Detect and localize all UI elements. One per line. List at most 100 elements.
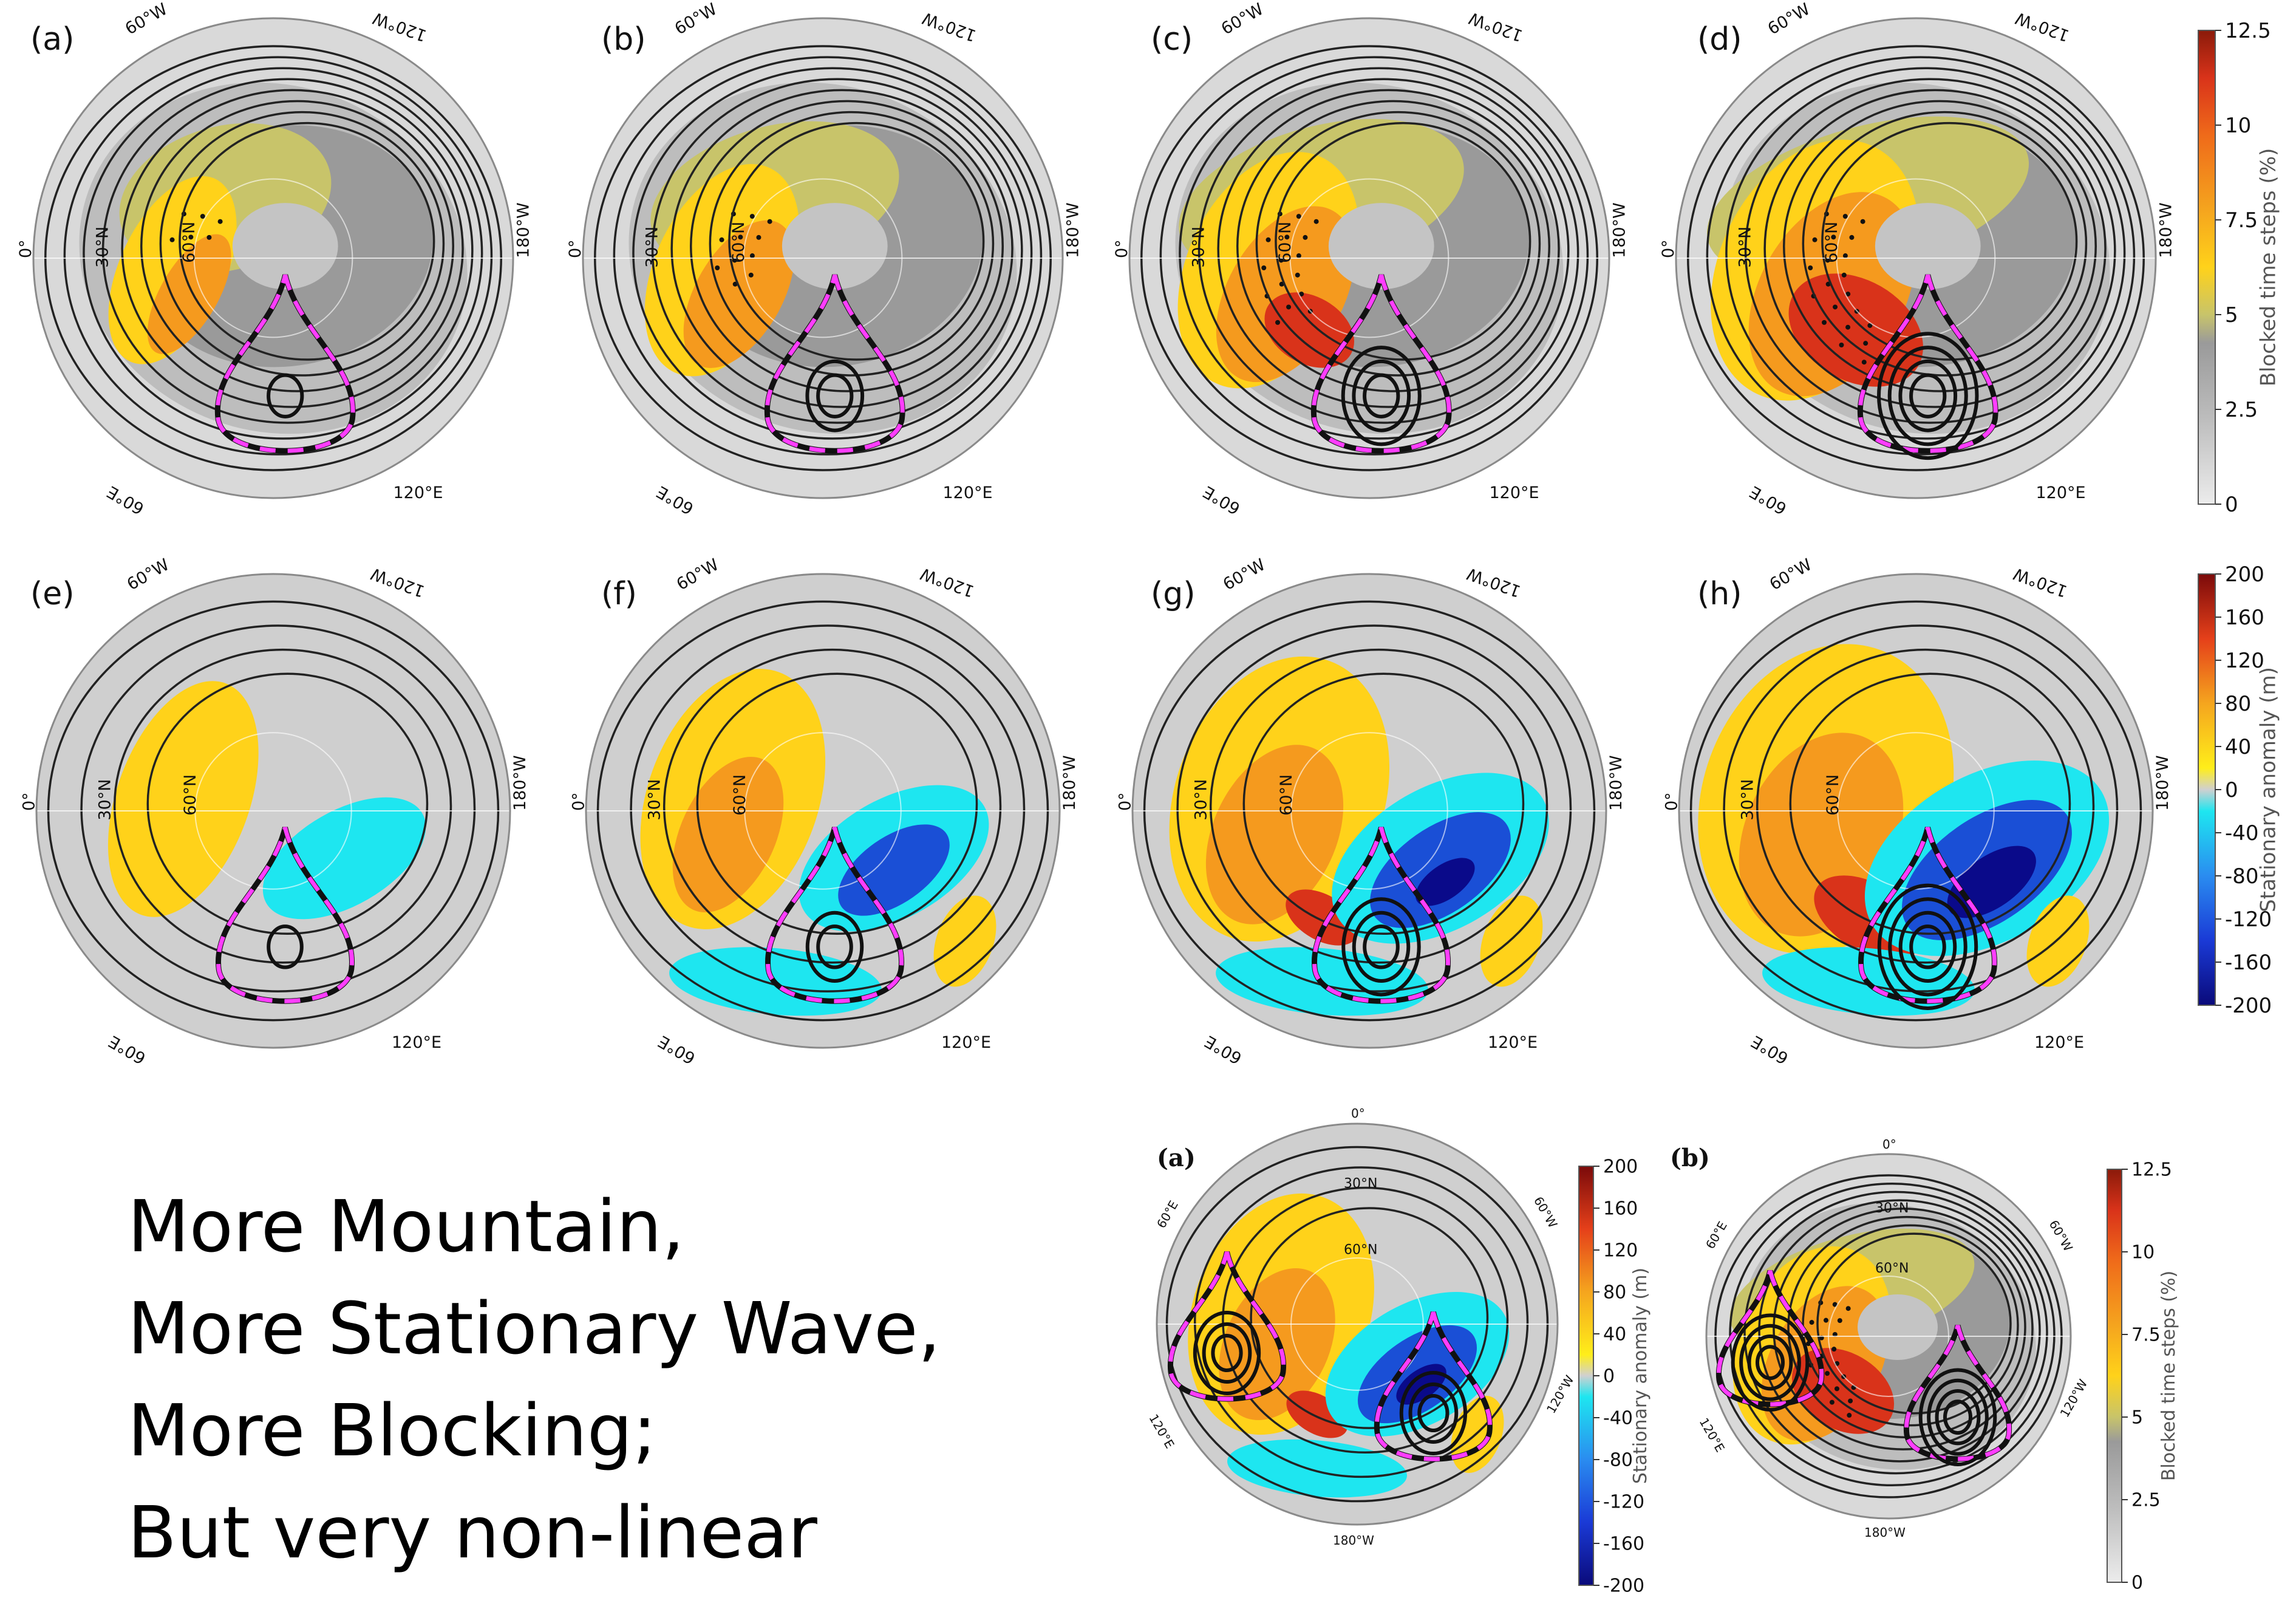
colorbar-blocking-tick-label: 5	[2225, 303, 2238, 327]
contour-line	[1816, 1232, 2012, 1415]
inset-colorbar-blocking-tick-label: 12.5	[2131, 1160, 2172, 1181]
contour-line	[696, 672, 978, 935]
label-lat-30n: 30°N	[1875, 1201, 1909, 1216]
label-lat-30n: 30°N	[643, 227, 662, 268]
inset-colorbar-stationary: -200 -160 -120 -80 -40 0 40 80 120 160 200 Stationa…	[1578, 1156, 1651, 1597]
colorbar-blocking-tick-label: 7.5	[2225, 208, 2258, 233]
mountain-ring-1	[1935, 1389, 1981, 1446]
contour-line	[1209, 648, 1548, 964]
inset-colorbar-stationary-tick-label: 160	[1603, 1198, 1638, 1220]
map-block-1: 60°W 120°W 0° 180°W 120°E 60°E 30°N 60°N	[566, 0, 1082, 518]
panel-label-(d): (d)	[1697, 21, 1742, 58]
contour-line	[80, 624, 476, 992]
colorbar-blocking: 0 2.5 5 7.5 10 12.5 Blocked time steps (%)	[2198, 19, 2281, 517]
contour-line	[1723, 624, 2119, 992]
label-lon-60e: 60°E	[1200, 482, 1244, 518]
mountain-ring-0	[1211, 1334, 1243, 1373]
inset-colorbar-blocking-bar	[2107, 1169, 2122, 1583]
mountain-ring-0	[816, 924, 853, 969]
label-lon-120e: 120°E	[1488, 1033, 1538, 1052]
label-lon-60w: 60°W	[1218, 0, 1267, 39]
graticule-circle	[194, 732, 352, 890]
label-lat-60n: 60°N	[181, 774, 200, 816]
label-lon-120w: 120°W	[1465, 564, 1524, 601]
colorbar-blocking-tick-label: 12.5	[2225, 19, 2271, 43]
field-positive	[107, 681, 259, 917]
map-stat-2: 60°W 120°W 0° 180°W 120°E 60°E 30°N 60°N	[1116, 555, 1626, 1067]
stipple-dot	[188, 234, 194, 240]
inset-colorbar-blocking-tick-label: 10	[2131, 1242, 2155, 1263]
contour-line	[651, 78, 1023, 424]
stipple-dot	[1832, 1331, 1838, 1337]
colorbar-blocking-tick-label: 0	[2225, 493, 2238, 517]
contour-line	[1255, 111, 1541, 377]
inset-colorbar-blocking-tick-label: 5	[2131, 1407, 2143, 1429]
mountain-ring-0	[1731, 1313, 1810, 1412]
map-fields	[33, 45, 513, 471]
stipple-dot	[1845, 1306, 1851, 1311]
mountain-ring-1	[1943, 1399, 1972, 1435]
label-lon-60e: 60°E	[653, 482, 697, 518]
stipple-dot	[1842, 214, 1848, 219]
stipple-dot	[217, 219, 223, 224]
contour-line	[663, 648, 1002, 964]
field-pole	[782, 203, 888, 290]
contour-line	[1159, 56, 1589, 456]
mountain-ring-0	[1341, 897, 1421, 997]
label-lat-30n: 30°N	[1190, 227, 1208, 268]
stipple-dot	[767, 219, 772, 224]
mountain-ring-0	[267, 373, 304, 418]
stipple-dot	[1296, 253, 1301, 259]
contour-line	[1250, 1207, 1489, 1429]
label-lon-180w: 180°W	[1064, 202, 1083, 258]
contour-line	[630, 624, 1026, 992]
stipple-dot	[169, 237, 175, 242]
field-pole	[1858, 1294, 1938, 1360]
mountain-ring-1	[1417, 1394, 1449, 1433]
map-panels: 60°W 120°W 0° 180°W 120°E 60°E 30°N 60°N 60°W 120…	[16, 0, 2175, 1548]
label-lon-120e: 120°E	[393, 483, 443, 502]
stipple-dot	[749, 214, 755, 219]
label-lon-120w: 120°W	[920, 8, 979, 45]
colorbar-blocking-bar	[2198, 30, 2216, 505]
label-lat-60n: 60°N	[180, 222, 199, 263]
mountain-ring-1	[1918, 1368, 1997, 1466]
map-border	[1128, 17, 1610, 499]
inset-label-b: (b)	[1670, 1144, 1710, 1172]
contour-line	[101, 78, 474, 424]
mountain-dash-1	[1374, 1311, 1492, 1461]
inset-colorbar-stationary-tick-label: -40	[1603, 1408, 1633, 1429]
panel-label-(b): (b)	[601, 21, 646, 58]
stipple-dot	[1845, 292, 1851, 297]
stipple-dot	[206, 234, 212, 240]
map-border	[35, 573, 511, 1049]
map-border	[1705, 1153, 2072, 1520]
label-lon-60w: 60°W	[124, 555, 172, 594]
colorbar-stationary: -200 -160 -120 -80 -40 0 40 80 120 160 200 Stationa…	[2198, 562, 2281, 1018]
mountain-dash-0	[216, 827, 355, 1003]
mountain-ring-0	[805, 359, 865, 432]
label-lat-60n: 60°N	[1344, 1243, 1377, 1258]
inset-colorbar-blocking: 0 2.5 5 7.5 10 12.5 Blocked time steps (%)	[2107, 1160, 2179, 1594]
colorbar-stationary-tick-label: 200	[2225, 562, 2264, 587]
stipple-dot	[1284, 234, 1290, 240]
map-fields	[1157, 1146, 1558, 1503]
map-block-0: 60°W 120°W 0° 180°W 120°E 60°E 30°N 60°N	[16, 0, 533, 518]
map-stat-1: 60°W 120°W 0° 180°W 120°E 60°E 30°N 60°N	[569, 555, 1079, 1067]
contour-line	[1275, 121, 1531, 361]
label-lon-120w: 120°W	[2013, 8, 2072, 45]
stipple-dot	[1863, 341, 1868, 346]
map-fields	[583, 45, 1063, 471]
label-lat-60n: 60°N	[1277, 774, 1296, 816]
mountain-ring-0	[1877, 883, 1978, 1010]
label-lon-60w: 60°W	[672, 0, 720, 39]
label-lon-0: 0°	[569, 792, 588, 811]
stipple-dot	[1839, 343, 1844, 348]
mountain-dash-1	[1904, 1325, 2012, 1461]
label-lon-60w: 60°W	[2046, 1218, 2076, 1254]
contour-line	[1821, 121, 2078, 361]
contour-line	[1773, 1208, 2034, 1450]
colorbar-stationary-bar	[2198, 573, 2216, 1006]
mountain-dash-0	[1858, 274, 1998, 453]
